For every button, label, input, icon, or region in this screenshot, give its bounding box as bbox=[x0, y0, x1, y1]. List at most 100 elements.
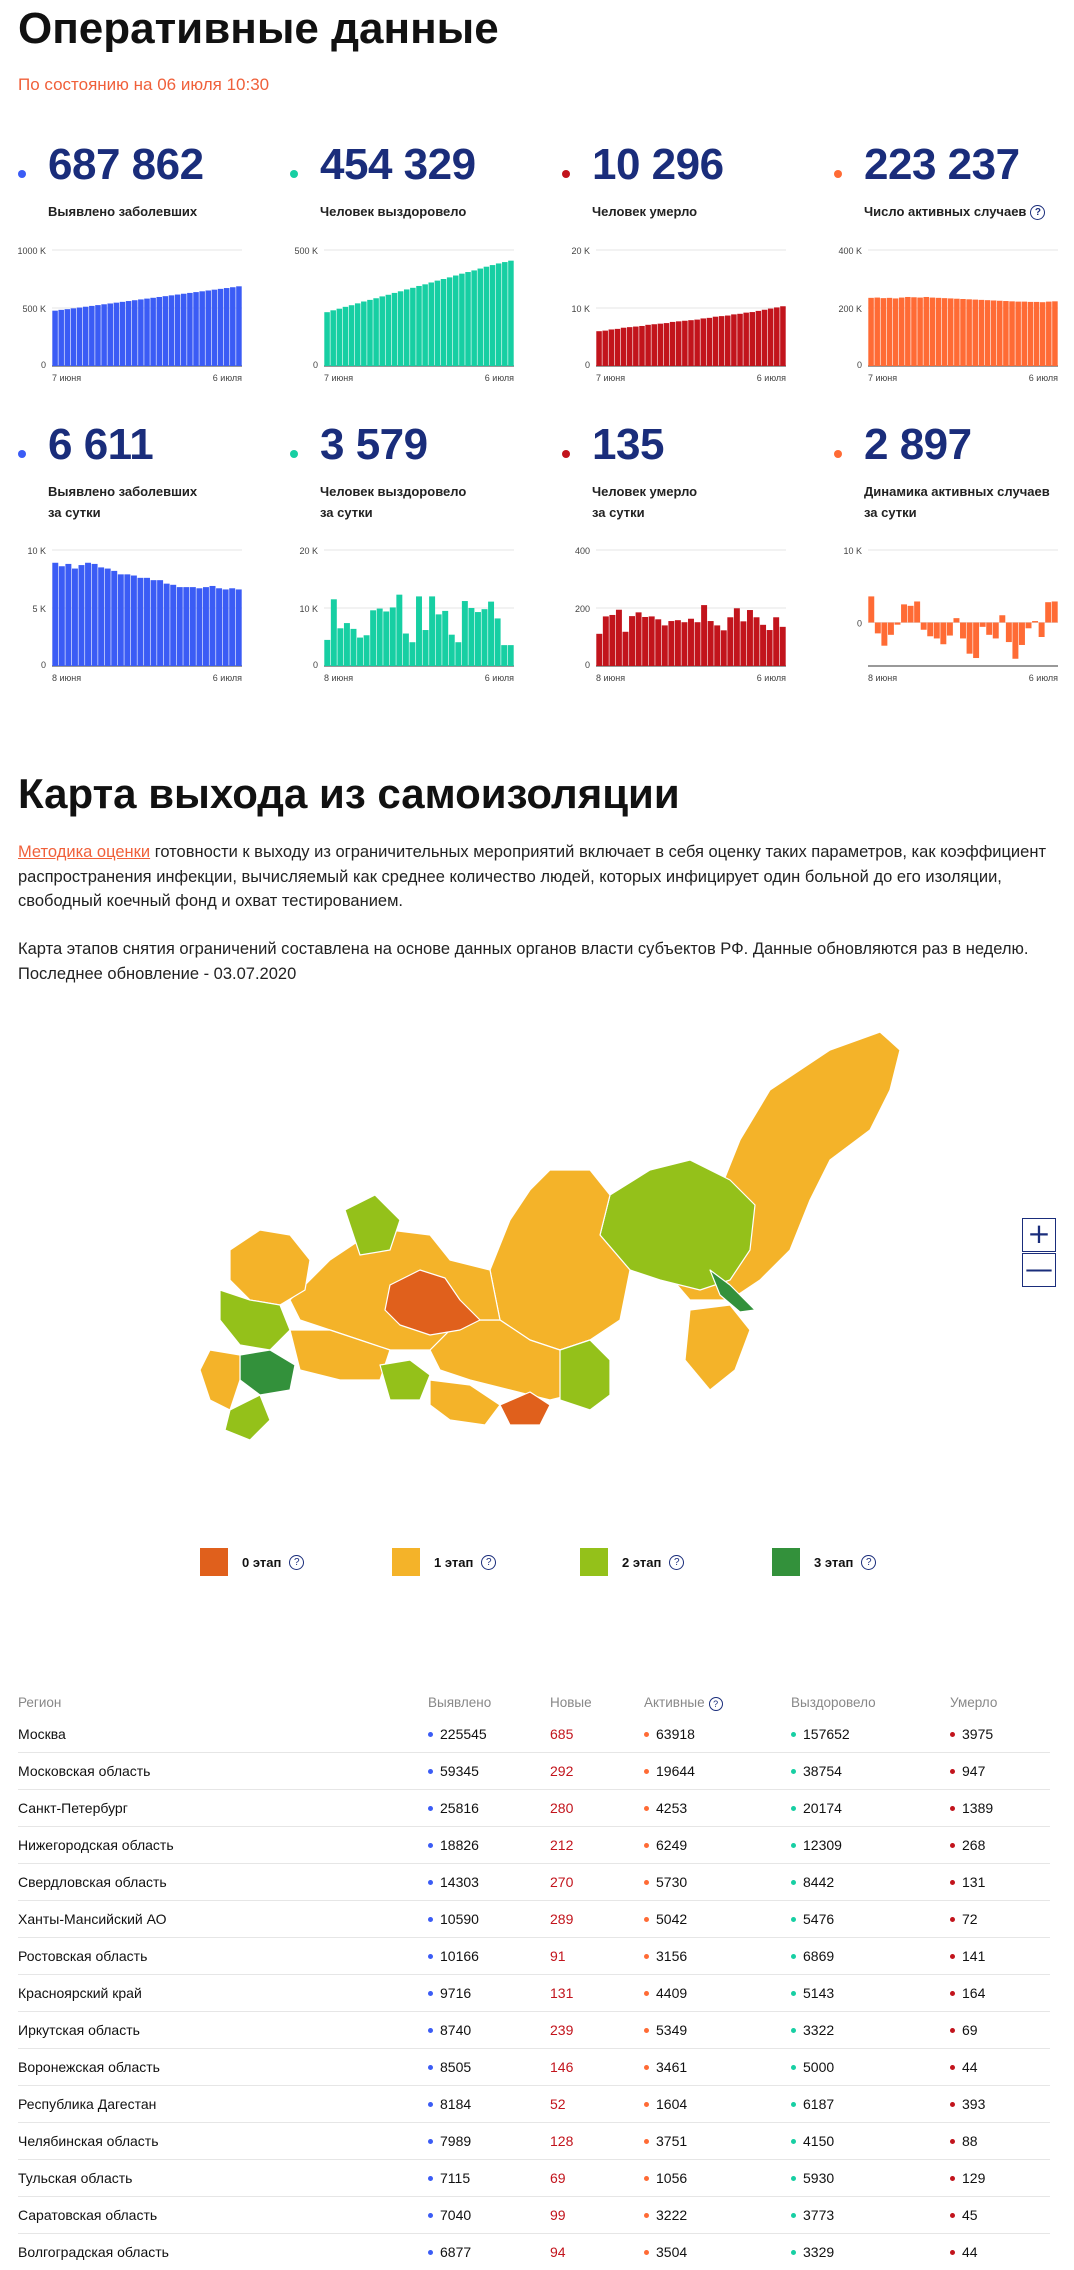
map-region-nw-2[interactable] bbox=[229, 1229, 311, 1306]
header-detected[interactable]: Выявлено bbox=[428, 1695, 492, 1710]
y-tick-label: 5 K bbox=[32, 604, 46, 614]
chart-bar bbox=[1038, 622, 1045, 637]
map-region-primorye[interactable] bbox=[684, 1304, 751, 1391]
cell-value: 10590 bbox=[440, 1911, 479, 1927]
table-row[interactable]: Красноярский край 9716 131 4409 5143 164 bbox=[18, 1975, 1050, 2012]
cell-active: 3504 bbox=[644, 2234, 687, 2270]
methodology-link[interactable]: Методика оценки bbox=[18, 843, 151, 861]
map-region-tyva[interactable] bbox=[499, 1391, 551, 1426]
chart-bar bbox=[755, 310, 762, 366]
map-zoom-out-button[interactable]: — bbox=[1022, 1253, 1056, 1287]
help-icon[interactable]: ? bbox=[289, 1554, 305, 1570]
value-dot bbox=[791, 2249, 796, 2255]
header-recovered[interactable]: Выздоровело bbox=[791, 1695, 876, 1710]
cell-value: 146 bbox=[550, 2059, 574, 2075]
table-row[interactable]: Республика Дагестан 8184 52 1604 6187 393 bbox=[18, 2086, 1050, 2123]
chart-bar bbox=[917, 297, 923, 366]
map-region-yakutia[interactable] bbox=[599, 1159, 756, 1291]
chart-bar bbox=[655, 619, 662, 666]
map-region-ural-south[interactable] bbox=[379, 1359, 431, 1401]
x-tick-label: 7 июня bbox=[324, 373, 353, 383]
help-icon[interactable]: ? bbox=[481, 1554, 497, 1570]
chart-bar bbox=[507, 645, 514, 666]
header-died[interactable]: Умерло bbox=[950, 1695, 998, 1710]
cell-value: 5476 bbox=[803, 1911, 835, 1927]
cell-value: 3975 bbox=[962, 1726, 994, 1742]
cell-died: 268 bbox=[950, 1827, 985, 1863]
map-region-nw-1[interactable] bbox=[344, 1194, 401, 1256]
chart-bar bbox=[743, 312, 749, 366]
cell-detected: 14303 bbox=[428, 1864, 479, 1900]
y-tick-label: 0 bbox=[313, 360, 318, 370]
chart-bar bbox=[89, 305, 95, 366]
table-row[interactable]: Ханты-Мансийский АО 10590 289 5042 5476 72 bbox=[18, 1901, 1050, 1938]
chart-bar bbox=[933, 622, 940, 639]
table-row[interactable]: Москва 225545 685 63918 157652 3975 bbox=[18, 1716, 1050, 1753]
chart-bar bbox=[70, 308, 77, 366]
help-icon[interactable]: ? bbox=[861, 1554, 877, 1570]
value-dot bbox=[428, 1916, 433, 1922]
header-new[interactable]: Новые bbox=[550, 1695, 592, 1710]
y-tick-label: 0 bbox=[41, 360, 46, 370]
cell-new: 280 bbox=[550, 1790, 573, 1826]
chart-bar bbox=[216, 588, 223, 666]
map-region-sakhalin[interactable] bbox=[709, 1269, 756, 1313]
table-row[interactable]: Санкт-Петербург 25816 280 4253 20174 1389 bbox=[18, 1790, 1050, 1827]
map-zoom-in-button[interactable]: + bbox=[1022, 1218, 1056, 1252]
table-row[interactable]: Ростовская область 10166 91 3156 6869 141 bbox=[18, 1938, 1050, 1975]
stat-value: 223 237 bbox=[864, 140, 1020, 189]
cell-value: 157652 bbox=[803, 1726, 850, 1742]
map-region-central-1[interactable] bbox=[219, 1289, 291, 1351]
mini-bar-chart: 500 K 0 7 июня 6 июля bbox=[294, 246, 514, 383]
chart-bar bbox=[235, 589, 242, 666]
table-row[interactable]: Свердловская область 14303 270 5730 8442 131 bbox=[18, 1864, 1050, 1901]
help-icon[interactable]: ? bbox=[1030, 205, 1046, 221]
cell-died: 947 bbox=[950, 1753, 985, 1789]
help-icon[interactable]: ? bbox=[669, 1554, 685, 1570]
cell-value: 6249 bbox=[656, 1837, 688, 1853]
map-region-south-1[interactable] bbox=[199, 1349, 241, 1411]
value-dot bbox=[644, 2027, 649, 2033]
chart-bar bbox=[85, 562, 92, 666]
chart-bar bbox=[635, 612, 642, 666]
cell-new: 128 bbox=[550, 2123, 573, 2159]
map-region-siberia-1[interactable] bbox=[489, 1169, 631, 1351]
map-region-khmao[interactable] bbox=[384, 1269, 481, 1336]
table-row[interactable]: Волгоградская область 6877 94 3504 3329 44 bbox=[18, 2234, 1050, 2270]
chart-bar bbox=[682, 320, 688, 366]
cell-recovered: 5930 bbox=[791, 2160, 834, 2196]
chart-bar bbox=[435, 614, 442, 666]
table-row[interactable]: Челябинская область 7989 128 3751 4150 88 bbox=[18, 2123, 1050, 2160]
table-row[interactable]: Тульская область 7115 69 1056 5930 129 bbox=[18, 2160, 1050, 2197]
value-dot bbox=[644, 1842, 649, 1848]
chart-bar bbox=[1021, 301, 1028, 366]
header-active[interactable]: Активные? bbox=[644, 1690, 723, 1716]
table-row[interactable]: Иркутская область 8740 239 5349 3322 69 bbox=[18, 2012, 1050, 2049]
series-dot bbox=[562, 170, 570, 178]
header-region[interactable]: Регион bbox=[18, 1695, 62, 1710]
cell-value: 270 bbox=[550, 1874, 574, 1890]
chart-bar bbox=[330, 599, 337, 666]
help-icon[interactable]: ? bbox=[708, 1697, 723, 1711]
cell-active: 3156 bbox=[644, 1938, 687, 1974]
chart-bar bbox=[471, 270, 477, 366]
cell-died: 44 bbox=[950, 2049, 978, 2085]
russia-regions-map[interactable] bbox=[130, 1020, 950, 1470]
cell-died: 129 bbox=[950, 2160, 985, 2196]
daily-stat-card: 135 Человек умерло за сутки 400 200 0 8 июня 6 … bbox=[562, 420, 792, 683]
chart-bar bbox=[727, 617, 734, 666]
table-row[interactable]: Саратовская область 7040 99 3222 3773 45 bbox=[18, 2197, 1050, 2234]
value-dot bbox=[428, 2027, 433, 2033]
map-region-south-2[interactable] bbox=[224, 1394, 271, 1441]
stat-label: Человек умерло за сутки bbox=[592, 481, 697, 523]
map-region-amur[interactable] bbox=[559, 1339, 611, 1411]
value-dot bbox=[644, 2175, 649, 2181]
chart-bar bbox=[477, 268, 484, 366]
table-row[interactable]: Московская область 59345 292 19644 38754 947 bbox=[18, 1753, 1050, 1790]
map-region-volga[interactable] bbox=[239, 1349, 296, 1396]
table-row[interactable]: Нижегородская область 18826 212 6249 12309 26… bbox=[18, 1827, 1050, 1864]
table-row[interactable]: Воронежская область 8505 146 3461 5000 44 bbox=[18, 2049, 1050, 2086]
cell-recovered: 3322 bbox=[791, 2012, 834, 2048]
map-region-altai[interactable] bbox=[429, 1379, 501, 1426]
chart-bar bbox=[701, 605, 708, 666]
